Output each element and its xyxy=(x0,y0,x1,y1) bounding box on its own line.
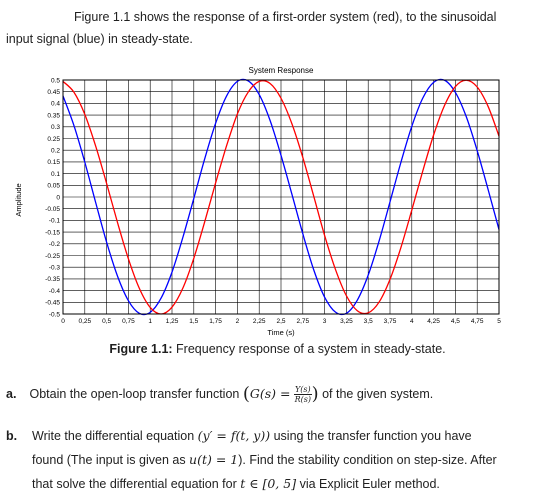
q-b-l2-a: found (The input is given as xyxy=(32,453,190,467)
question-b-label: b. xyxy=(6,429,18,443)
input-signal-line xyxy=(62,78,500,316)
intro-line-1: Figure 1.1 shows the response of a first… xyxy=(74,10,497,24)
x-tick-label: 1,25 xyxy=(166,318,179,325)
plot-frame xyxy=(62,79,500,315)
x-tick-label: 2,25 xyxy=(253,318,266,325)
transfer-function-fraction: Y(s) R(s) xyxy=(293,385,312,405)
fraction-denominator: R(s) xyxy=(294,395,311,405)
y-tick-label: -0.35 xyxy=(45,276,60,283)
y-tick-label: 0.3 xyxy=(51,124,60,131)
q-b-l2-b: ). Find the stability condition on step-… xyxy=(238,453,497,467)
q-b-l3-a: that solve the differential equation for xyxy=(32,477,241,491)
y-tick-label: 0.2 xyxy=(51,148,60,155)
system-response-chart: System Response Amplitude Time (s) 0 0,25… xyxy=(14,66,501,337)
x-tick-label: 2,75 xyxy=(296,318,309,325)
y-tick-label: -0.05 xyxy=(45,206,60,213)
question-a-label: a. xyxy=(6,387,17,401)
x-tick-label: 0,5 xyxy=(102,318,111,325)
x-tick-label: 0,25 xyxy=(78,318,91,325)
question-a: a. Obtain the open-loop transfer functio… xyxy=(6,382,551,407)
y-tick-label: -0.3 xyxy=(49,265,61,272)
question-a-text-before: Obtain the open-loop transfer function xyxy=(29,387,243,401)
input-eq: u(t) = 1 xyxy=(189,452,239,467)
y-tick-label: -0.1 xyxy=(49,218,61,225)
y-axis-label: Amplitude xyxy=(14,183,23,216)
x-tick-label: 0 xyxy=(61,318,65,325)
q-b-l1-b: using the transfer function you have xyxy=(270,429,472,443)
differential-eq-form: (y′ = f(t, y)) xyxy=(197,428,271,443)
question-b-line-3: that solve the differential equation for… xyxy=(32,472,555,496)
question-b-text: Write the differential equation (y′ = f(… xyxy=(32,424,555,496)
y-tick-label: -0.45 xyxy=(45,300,60,307)
x-tick-label: 3,5 xyxy=(364,318,373,325)
transfer-function-symbol: G(s) = xyxy=(249,386,291,401)
time-interval: t ∈ [0, 5] xyxy=(240,476,297,491)
caption-text: Frequency response of a system in steady… xyxy=(172,342,446,356)
question-b-line-2: found (The input is given as u(t) = 1). … xyxy=(32,448,555,472)
x-tick-label: 1,5 xyxy=(189,318,198,325)
close-paren: ) xyxy=(311,383,319,405)
y-tick-label: 0.4 xyxy=(51,101,60,108)
y-tick-label: -0.4 xyxy=(49,288,61,295)
x-tick-label: 3,25 xyxy=(340,318,353,325)
system-response-line xyxy=(62,79,500,315)
y-tick-label: 0.5 xyxy=(51,77,60,84)
y-tick-label: 0.25 xyxy=(47,136,60,143)
y-tick-label: 0.45 xyxy=(47,89,60,96)
x-tick-label: 3,75 xyxy=(384,318,397,325)
y-tick-label: 0.1 xyxy=(51,171,60,178)
question-a-text-after: of the given system. xyxy=(322,387,434,401)
q-b-l1-a: Write the differential equation xyxy=(32,429,198,443)
y-tick-label: 0.15 xyxy=(47,159,60,166)
y-tick-label: 0.05 xyxy=(47,183,60,190)
y-tick-label: 0 xyxy=(56,194,60,201)
x-tick-label: 4,25 xyxy=(427,318,440,325)
caption-label: Figure 1.1: xyxy=(109,342,173,356)
figure-caption: Figure 1.1: Frequency response of a syst… xyxy=(0,342,555,356)
x-tick-label: 5 xyxy=(497,318,501,325)
intro-line-2: input signal (blue) in steady-state. xyxy=(6,32,193,46)
x-tick-label: 4 xyxy=(410,318,414,325)
chart-title: System Response xyxy=(249,66,314,75)
x-tick-label: 4,75 xyxy=(471,318,484,325)
x-tick-label: 4,5 xyxy=(451,318,460,325)
x-axis-label: Time (s) xyxy=(267,328,295,337)
y-tick-label: -0.5 xyxy=(49,311,61,318)
x-tick-label: 0,75 xyxy=(122,318,135,325)
x-tick-label: 2,5 xyxy=(276,318,285,325)
question-b: b. Write the differential equation (y′ =… xyxy=(6,424,555,498)
question-b-line-1: Write the differential equation (y′ = f(… xyxy=(32,424,555,448)
x-tick-label: 3 xyxy=(323,318,327,325)
q-b-l3-b: via Explicit Euler method. xyxy=(296,477,440,491)
y-tick-label: -0.25 xyxy=(45,253,60,260)
y-tick-label: -0.15 xyxy=(45,229,60,236)
fraction-numerator: Y(s) xyxy=(293,385,312,396)
x-tick-label: 2 xyxy=(236,318,240,325)
y-tick-label: 0.35 xyxy=(47,112,60,119)
intro-paragraph: Figure 1.1 shows the response of a first… xyxy=(6,6,546,50)
open-paren: ( xyxy=(242,383,250,405)
x-tick-label: 1,75 xyxy=(209,318,222,325)
y-tick-label: -0.2 xyxy=(49,241,61,248)
x-tick-label: 1 xyxy=(148,318,152,325)
